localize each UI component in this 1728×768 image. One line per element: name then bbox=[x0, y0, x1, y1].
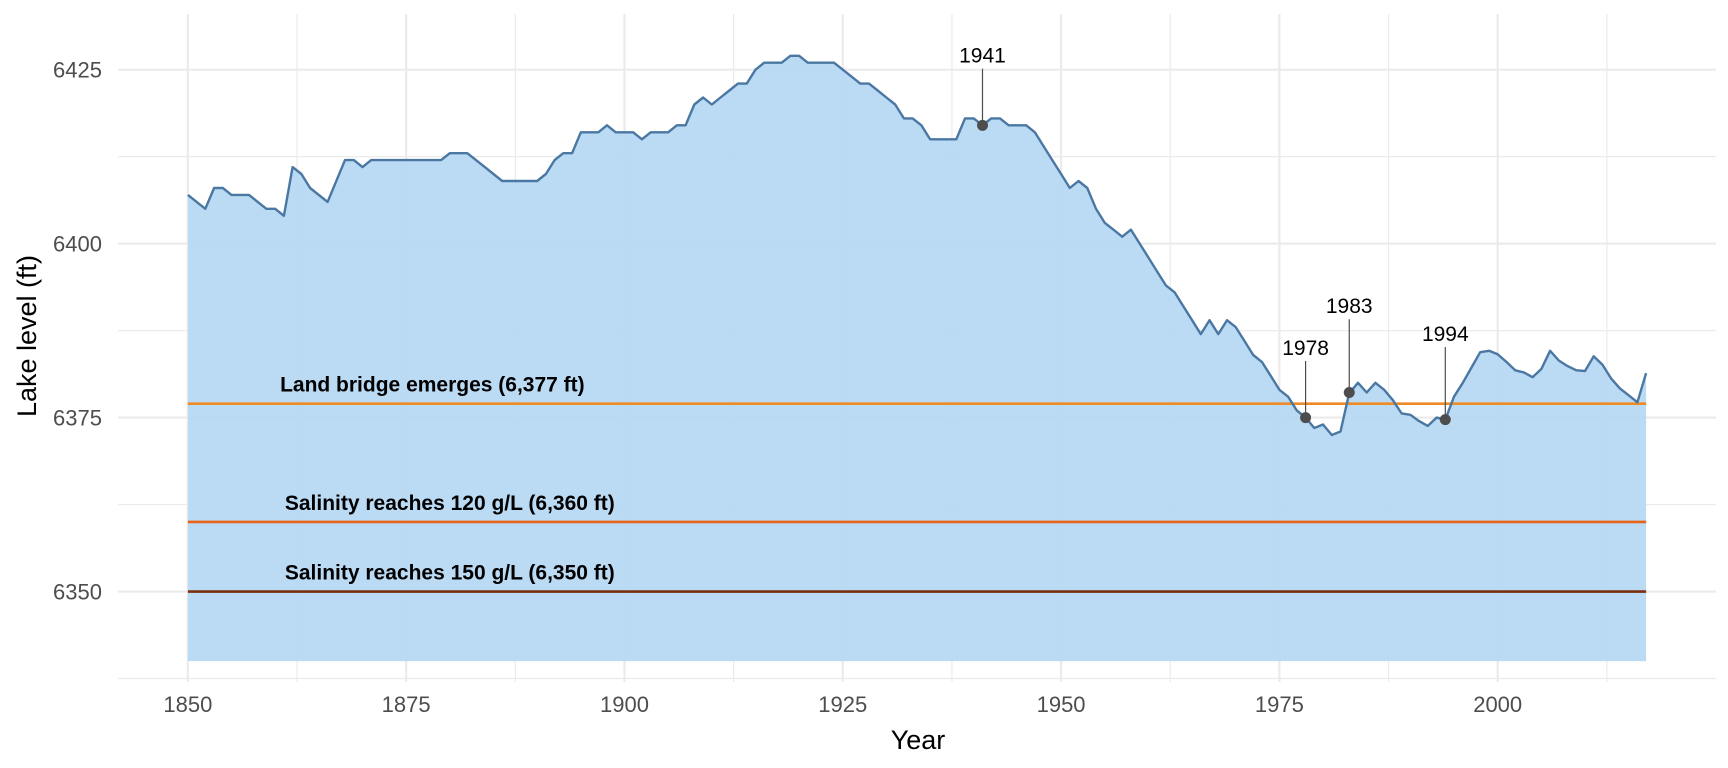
series-line bbox=[187, 54, 1648, 437]
annotation-point-1978 bbox=[1300, 412, 1312, 424]
annotation-label-1978: 1978 bbox=[1282, 337, 1329, 360]
reference-lines: Land bridge emerges (6,377 ft) Salinity r… bbox=[187, 374, 1647, 593]
annotation-point-1983 bbox=[1343, 387, 1355, 399]
annotation-label-1983: 1983 bbox=[1326, 295, 1373, 318]
series-area bbox=[187, 55, 1647, 662]
y-tick-label: 6375 bbox=[53, 406, 102, 431]
y-tick-label: 6350 bbox=[53, 580, 102, 605]
series-line-layer bbox=[187, 54, 1648, 437]
x-tick-label: 1900 bbox=[600, 692, 649, 717]
annotation-point-1994 bbox=[1439, 414, 1451, 426]
annotations: 1941 1978 1983 1994 bbox=[959, 45, 1469, 426]
x-axis-title: Year bbox=[891, 725, 946, 755]
x-tick-label: 1875 bbox=[382, 692, 431, 717]
y-tick-label: 6425 bbox=[53, 58, 102, 83]
x-tick-label: 1950 bbox=[1037, 692, 1086, 717]
x-tick-label: 1975 bbox=[1255, 692, 1304, 717]
annotation-point-1941 bbox=[976, 119, 988, 131]
reference-line-label-2: Salinity reaches 120 g/L (6,360 ft) bbox=[285, 492, 615, 515]
y-axis-title: Lake level (ft) bbox=[12, 255, 42, 417]
reference-line-label-3: Salinity reaches 150 g/L (6,350 ft) bbox=[285, 562, 615, 585]
annotation-label-1994: 1994 bbox=[1422, 323, 1469, 346]
reference-line-label-1: Land bridge emerges (6,377 ft) bbox=[280, 374, 585, 397]
area-layer bbox=[187, 55, 1647, 662]
x-tick-label: 2000 bbox=[1473, 692, 1522, 717]
annotation-label-1941: 1941 bbox=[959, 45, 1006, 68]
y-tick-label: 6400 bbox=[53, 232, 102, 257]
x-tick-label: 1925 bbox=[818, 692, 867, 717]
x-tick-label: 1850 bbox=[163, 692, 212, 717]
axes: 1850 1875 1900 1925 1950 1975 2000 6350 6375 6400… bbox=[53, 58, 1522, 717]
